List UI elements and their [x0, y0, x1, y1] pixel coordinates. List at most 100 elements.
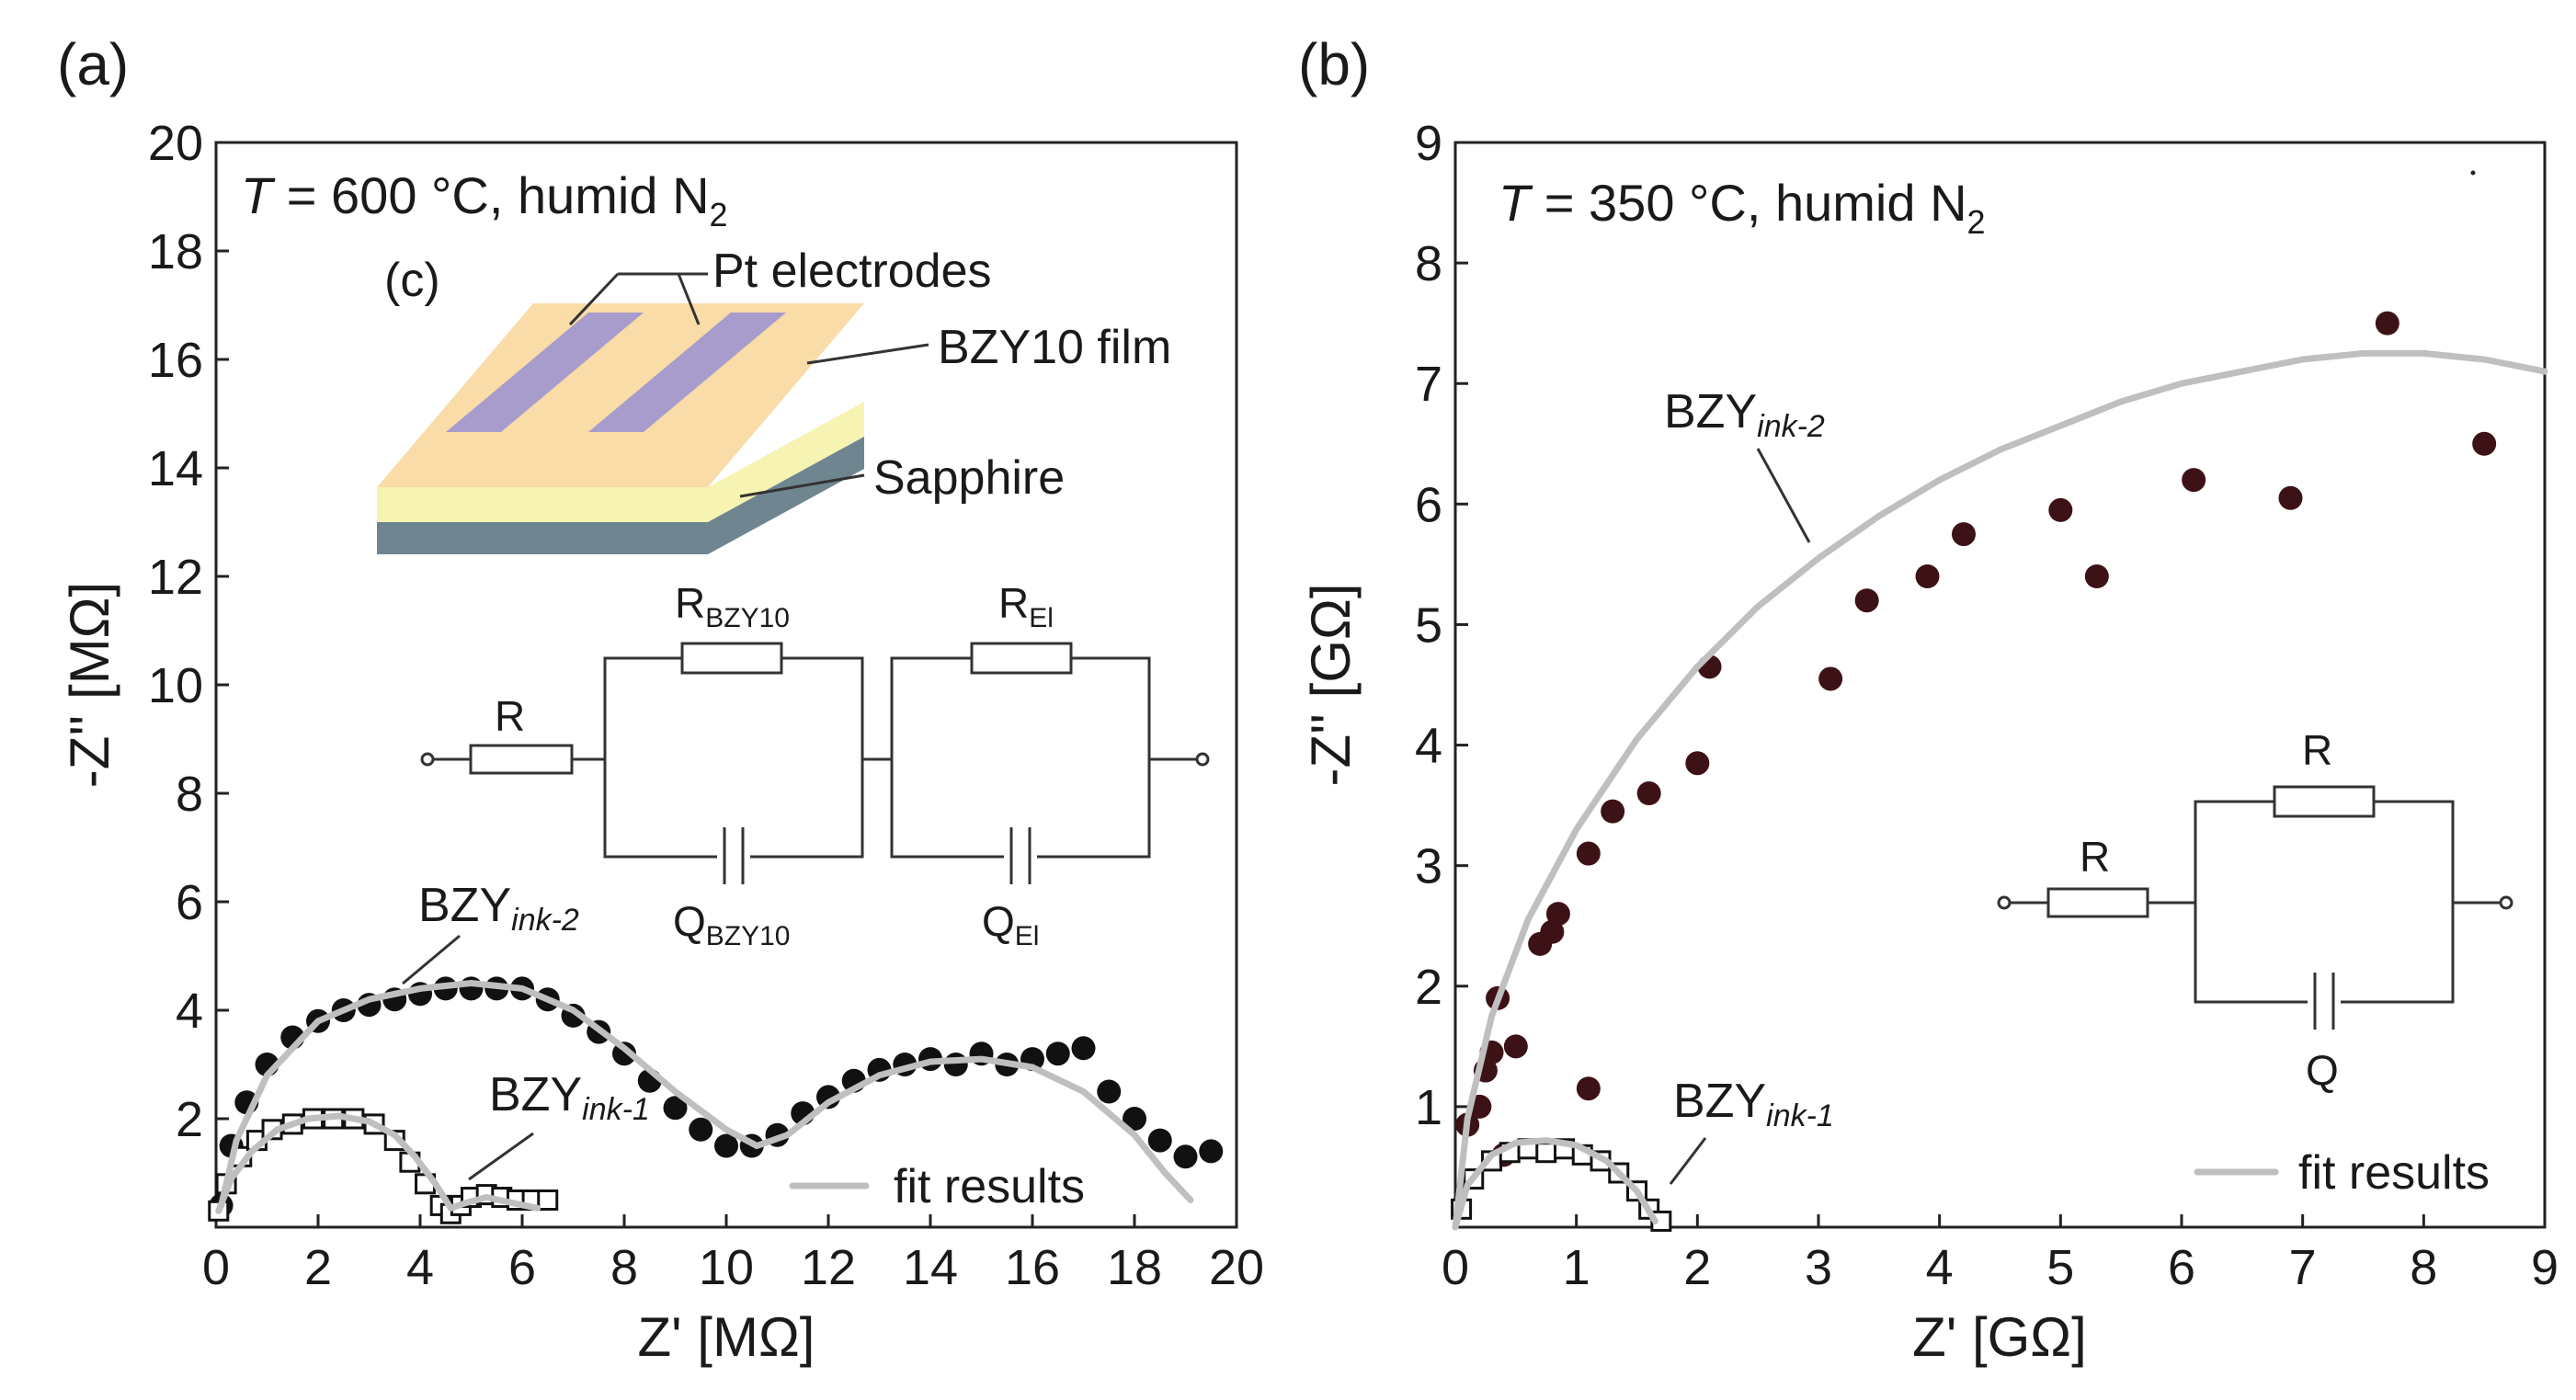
x-tick-label: 20 — [1209, 1240, 1264, 1295]
x-tick-label: 6 — [508, 1240, 536, 1295]
stray-dot — [2470, 170, 2476, 176]
panel-a-x-axis-title: Z' [MΩ] — [638, 1306, 815, 1368]
resistor-b-r-series — [2046, 887, 2149, 918]
data-point-bzy-ink-2 — [689, 1117, 713, 1142]
y-tick-label: 8 — [176, 767, 203, 822]
data-point-bzy-ink-2 — [1503, 1034, 1528, 1059]
pt-pointer-left — [568, 272, 620, 326]
panel-a-ink2-pointer — [402, 934, 461, 985]
y-tick-label: 6 — [1415, 477, 1442, 532]
data-point-bzy-ink-2 — [943, 1053, 968, 1076]
panel-a-y-axis-title: -Z'' [MΩ] — [59, 582, 120, 788]
film-pointer — [806, 343, 929, 365]
panel-a-label: (a) — [57, 31, 129, 97]
panel-a-condition-sub: 2 — [710, 196, 728, 233]
circuit-a-r-el-sub: El — [1029, 603, 1054, 633]
panel-b-plot-frame — [1453, 141, 2547, 1229]
data-point-bzy-ink-2 — [1952, 522, 1976, 547]
y-tick-label: 7 — [1415, 357, 1442, 412]
inset-device-schematic: (c) Pt electrodes BZY10 film Sapphire — [377, 245, 1171, 554]
rect — [2308, 977, 2341, 1027]
x-tick-label: 3 — [1805, 1240, 1832, 1295]
x-tick-label: 16 — [1005, 1240, 1060, 1295]
x-tick-label: 2 — [1683, 1240, 1711, 1295]
fit-line-fit-results — [218, 980, 1194, 1209]
data-point-bzy-ink-2 — [1071, 1036, 1096, 1061]
y-tick-label: 10 — [148, 658, 203, 713]
data-point-bzy-ink-1 — [1535, 1142, 1557, 1164]
panel-b-ink2-pointer — [1756, 448, 1811, 543]
circuit-a-q-el-main: Q — [982, 897, 1015, 945]
data-point-bzy-ink-2 — [1045, 1041, 1070, 1066]
fit-line-fit-results-ink-1 — [1452, 1137, 1658, 1231]
pt-pointer-right — [677, 273, 701, 325]
data-point-bzy-ink-2 — [1173, 1144, 1198, 1169]
data-point-bzy-ink-2 — [816, 1085, 840, 1110]
data-point-bzy-ink-2 — [1540, 919, 1565, 944]
panel-a-data — [208, 976, 1224, 1224]
y-tick-label: 1 — [1415, 1080, 1442, 1135]
circuit-a-r-bzy10-main: R — [675, 579, 705, 627]
data-point-bzy-ink-2 — [1123, 1107, 1146, 1131]
x-tick-label: 14 — [903, 1240, 958, 1295]
sapphire-pointer — [739, 473, 865, 498]
resistor-r-bzy10 — [680, 642, 783, 675]
data-point-bzy-ink-2 — [2278, 485, 2303, 510]
circuit-b-r-parallel-label: R — [2302, 726, 2332, 774]
data-point-bzy-ink-2 — [2182, 468, 2206, 493]
panel-b-ink2-label: BZYink-2 — [1664, 385, 1825, 444]
circuit-a-r-bzy10-label: RBZY10 — [675, 579, 790, 633]
circuit-a-r-bzy10-sub: BZY10 — [705, 603, 790, 633]
panel-b-condition-rest: = 350 °C, humid N — [1530, 174, 1966, 232]
inset-sapphire: Sapphire — [873, 451, 1065, 505]
data-point-bzy-ink-2 — [1097, 1079, 1122, 1104]
panel-b-y-ticks: 1 2 3 4 5 6 7 8 9 — [1415, 116, 1468, 1135]
data-point-bzy-ink-2 — [1545, 902, 1570, 927]
y-tick-label: 4 — [176, 984, 203, 1039]
data-point-bzy-ink-2 — [714, 1133, 738, 1158]
y-tick-label: 12 — [148, 550, 203, 605]
x-tick-label: 2 — [304, 1240, 332, 1295]
panel-b-x-ticks: 0 1 2 3 4 5 6 7 8 9 — [1442, 1214, 2559, 1295]
data-point-bzy-ink-2 — [2375, 311, 2399, 336]
data-point-bzy-ink-1 — [537, 1189, 559, 1211]
panel-b-equivalent-circuit: R R Q — [1997, 726, 2513, 1094]
panel-a-ink2-main: BZY — [418, 879, 511, 932]
x-tick-label: 9 — [2531, 1240, 2559, 1295]
x-tick-label: 8 — [2410, 1240, 2437, 1295]
resistor-b-r-parallel — [2273, 785, 2376, 818]
x-tick-label: 0 — [202, 1240, 230, 1295]
panel-a-ink1-label: BZYink-1 — [489, 1068, 650, 1127]
circuit-b-block — [2194, 800, 2455, 1004]
panel-a-ink1-pointer — [468, 1132, 534, 1181]
y-tick-label: 2 — [1415, 960, 1442, 1015]
data-point-bzy-ink-2 — [2472, 431, 2497, 456]
data-point-bzy-ink-2 — [2048, 497, 2073, 522]
sapphire-substrate — [377, 437, 864, 554]
panel-a-condition-rest: = 600 °C, humid N — [272, 166, 709, 224]
circuit-b-q-label: Q — [2306, 1046, 2339, 1094]
panel-a-x-ticks: 0 2 4 6 8 10 12 14 16 18 20 — [202, 1214, 1264, 1295]
panel-a-equivalent-circuit: R RBZY10 QBZY10 REl QEl — [420, 579, 1210, 951]
y-tick-label: 5 — [1415, 598, 1442, 653]
panel-b-condition-T: T — [1499, 174, 1533, 232]
panel-b: (b) 0 1 2 3 4 5 6 7 8 9 1 2 3 4 5 6 7 8 9 Z' [GΩ] -Z'' [G… — [1298, 31, 2559, 1368]
circuit-a-r-el-main: R — [998, 579, 1029, 627]
y-tick-label: 9 — [1415, 116, 1442, 171]
rect — [717, 832, 750, 882]
data-point-bzy-ink-2 — [1636, 781, 1661, 805]
circuit-a-q-bzy10-sub: BZY10 — [706, 921, 791, 951]
panel-b-ink1-main: BZY — [1673, 1075, 1766, 1128]
y-tick-label: 8 — [1415, 236, 1442, 291]
data-point-bzy-ink-2 — [1147, 1128, 1172, 1153]
panel-a-condition: T = 600 °C, humid N2 — [241, 166, 728, 233]
data-point-bzy-ink-2 — [1576, 1076, 1601, 1101]
x-tick-label: 6 — [2168, 1240, 2195, 1295]
circuit-a-q-el-sub: El — [1015, 921, 1040, 951]
x-tick-label: 10 — [699, 1240, 754, 1295]
data-point-bzy-ink-2 — [1915, 564, 1940, 588]
panel-b-data — [1451, 311, 2548, 1232]
panel-b-y-axis-title: -Z'' [GΩ] — [1300, 583, 1362, 786]
circuit-b-terminal-left — [1997, 895, 2012, 910]
